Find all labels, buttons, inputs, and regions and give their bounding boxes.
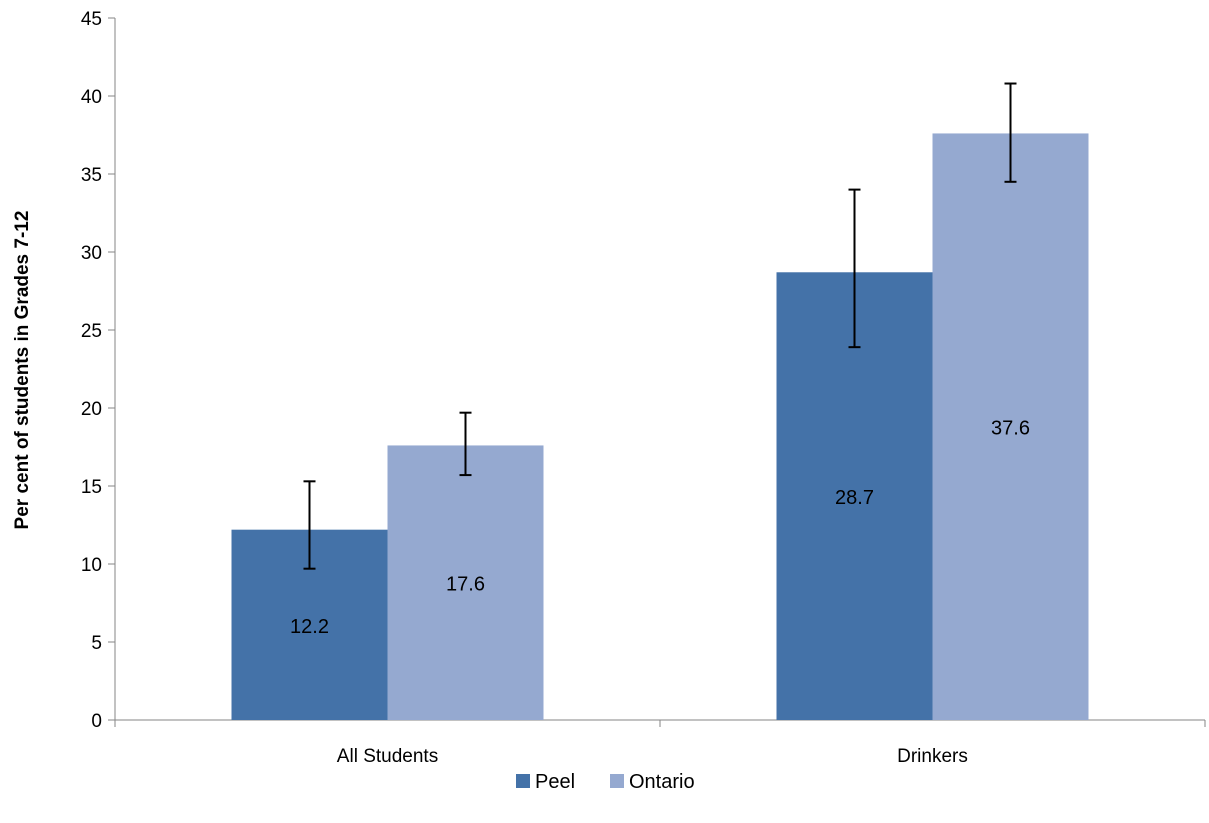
legend-label-ontario: Ontario xyxy=(629,771,695,793)
y-tick-label: 45 xyxy=(81,9,102,30)
data-label: 12.2 xyxy=(290,616,329,638)
data-label: 37.6 xyxy=(991,418,1030,440)
bars xyxy=(231,133,1089,720)
y-tick-label: 10 xyxy=(81,555,102,576)
y-tick-label: 35 xyxy=(81,165,102,186)
y-tick-label: 30 xyxy=(81,243,102,264)
bar-ontario-0 xyxy=(387,445,544,720)
y-tick-label: 20 xyxy=(81,399,102,420)
legend-swatch-peel xyxy=(516,774,530,788)
x-tick-label: All Students xyxy=(337,746,438,767)
y-tick-label: 25 xyxy=(81,321,102,342)
data-label: 28.7 xyxy=(835,487,874,509)
y-tick-label: 40 xyxy=(81,87,102,108)
legend-swatch-ontario xyxy=(610,774,624,788)
axes: 0 5 10 15 20 25 30 35 40 45 All Students Drinkers xyxy=(81,9,1206,767)
y-axis-title: Per cent of students in Grades 7-12 xyxy=(12,211,33,530)
y-tick-label: 0 xyxy=(91,711,102,732)
x-tick-label: Drinkers xyxy=(897,746,968,767)
y-tick-label: 15 xyxy=(81,477,102,498)
data-label: 17.6 xyxy=(446,574,485,596)
error-bars xyxy=(303,82,1017,570)
bar-ontario-1 xyxy=(932,133,1089,720)
data-labels: 12.2 17.6 28.7 37.6 xyxy=(290,418,1030,638)
legend-label-peel: Peel xyxy=(535,771,575,793)
legend: Peel Ontario xyxy=(516,771,695,793)
y-tick-label: 5 xyxy=(91,633,102,654)
